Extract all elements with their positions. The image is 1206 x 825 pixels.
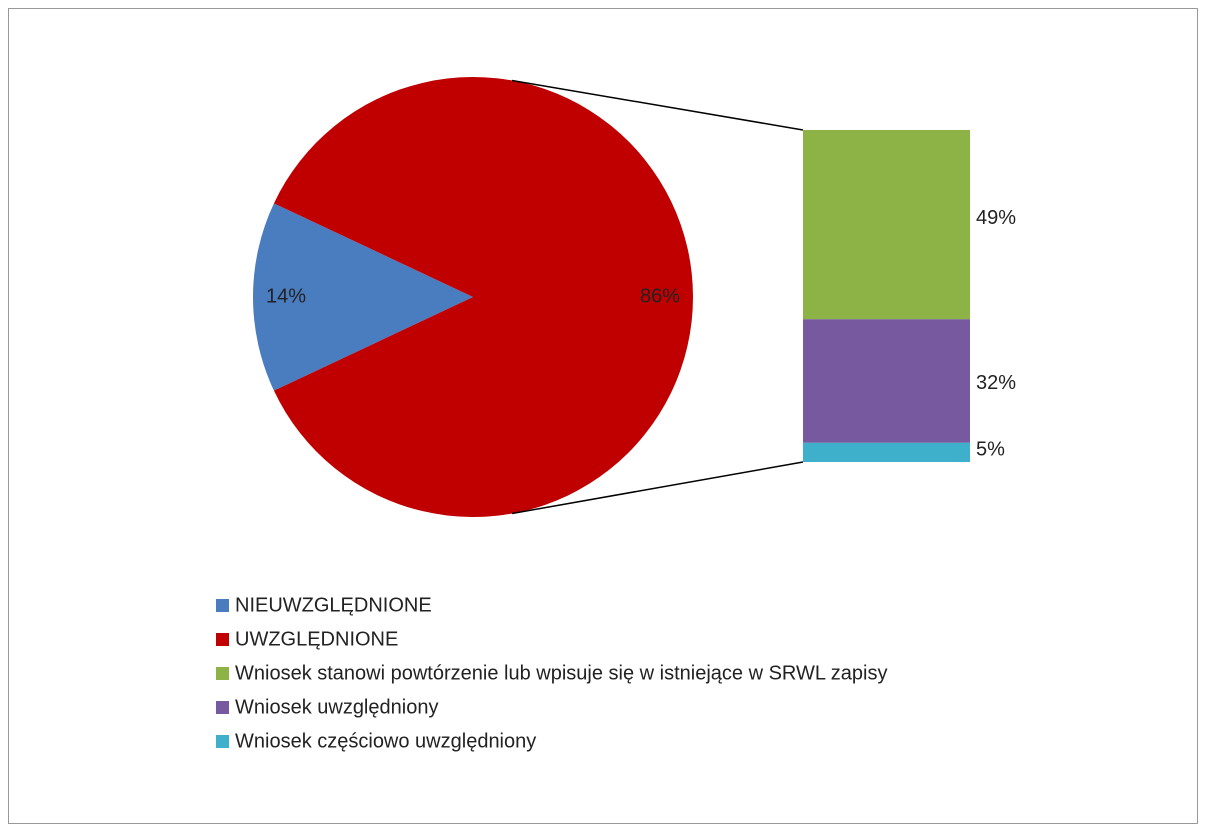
- legend-label: Wniosek częściowo uwzględniony: [235, 730, 536, 752]
- legend-label: UWZGLĘDNIONE: [235, 628, 398, 650]
- bar-value-label: 49%: [976, 207, 1016, 229]
- legend-swatch: [216, 599, 229, 612]
- legend-label: Wniosek stanowi powtórzenie lub wpisuje …: [235, 662, 888, 684]
- legend-label: Wniosek uwzględniony: [235, 696, 438, 718]
- bar-segment: [803, 442, 970, 462]
- bar-segment: [803, 130, 970, 320]
- connector-line: [511, 461, 804, 515]
- legend-swatch: [216, 735, 229, 748]
- pie-slice: [252, 203, 473, 391]
- legend-swatch: [216, 667, 229, 680]
- legend-swatch: [216, 701, 229, 714]
- legend-label: NIEUWZGLĘDNIONE: [235, 594, 432, 616]
- pie-value-label: 86%: [640, 285, 680, 307]
- connector-line: [511, 79, 804, 131]
- bar-segment: [803, 319, 970, 443]
- bar-value-label: 5%: [976, 439, 1005, 461]
- bar-value-label: 32%: [976, 372, 1016, 394]
- pie-slice: [273, 76, 694, 517]
- pie-value-label: 14%: [266, 285, 306, 307]
- legend-swatch: [216, 633, 229, 646]
